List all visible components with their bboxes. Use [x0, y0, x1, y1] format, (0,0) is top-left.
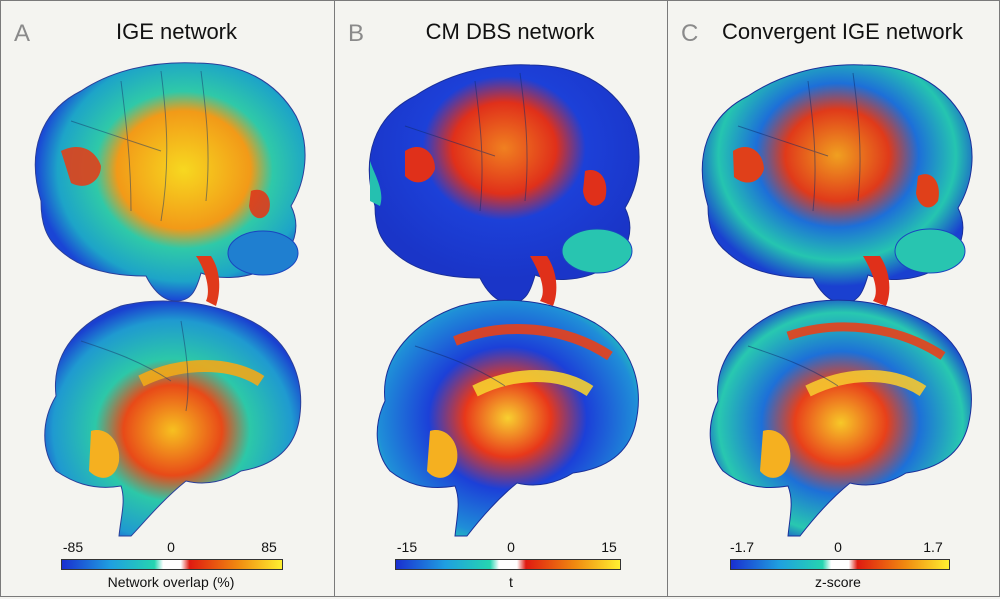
colorbar: -85 0 85 Network overlap (%): [1, 539, 334, 596]
panel-title: CM DBS network: [425, 19, 595, 44]
colorbar-mid-label: 0: [167, 539, 175, 555]
colorbar-title: z-score: [815, 574, 861, 590]
colorbar: -1.7 0 1.7 z-score: [668, 539, 999, 596]
colorbar-gradient: [730, 559, 950, 570]
colorbar-min-label: -85: [62, 539, 84, 555]
colorbar-gradient: [395, 559, 621, 570]
brain-lateral-view: [34, 62, 306, 537]
panel-title: Convergent IGE network: [722, 19, 963, 44]
panel-convergent-ige-network: C Convergent IGE network -1.7 0 1.7 z-sc…: [667, 0, 1000, 597]
colorbar-max-label: 85: [261, 539, 277, 555]
panel-letter: A: [14, 20, 31, 47]
panel-cm-dbs-network: B CM DBS network -15 0 15 t: [334, 0, 668, 597]
brain-lateral-view: [701, 64, 973, 537]
brain-lateral-view: [368, 64, 640, 537]
colorbar-max-label: 1.7: [923, 539, 943, 555]
panel-letter: C: [681, 20, 699, 47]
colorbar-title: t: [509, 574, 513, 590]
colorbar-gradient: [61, 559, 283, 570]
colorbar-max-label: 15: [601, 539, 617, 555]
colorbar-title: Network overlap (%): [107, 574, 235, 590]
panel-title: IGE network: [115, 19, 238, 44]
panel-letter: B: [348, 20, 365, 47]
colorbar-min-label: -15: [396, 539, 418, 555]
colorbar-mid-label: 0: [507, 539, 515, 555]
colorbar-min-label: -1.7: [729, 539, 755, 555]
panel-ige-network: A IGE network -85 0 85 Network overlap (…: [0, 0, 335, 597]
colorbar-mid-label: 0: [834, 539, 842, 555]
colorbar: -15 0 15 t: [335, 539, 667, 596]
